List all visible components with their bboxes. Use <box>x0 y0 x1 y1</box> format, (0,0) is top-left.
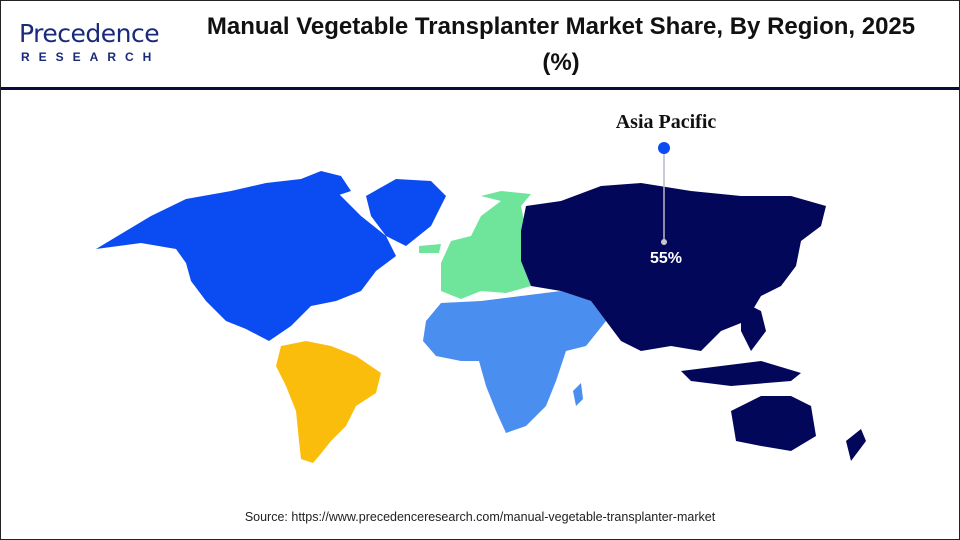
region-north-america <box>96 171 446 341</box>
page-title: Manual Vegetable Transplanter Market Sha… <box>206 13 916 76</box>
world-map <box>96 142 866 463</box>
header: Precedence RESEARCH Manual Vegetable Tra… <box>1 1 959 90</box>
callout-marker <box>658 142 670 154</box>
region-europe <box>419 191 531 299</box>
region-asia-pacific <box>521 183 866 461</box>
region-middle-east-africa <box>423 291 606 433</box>
callout-anchor <box>661 239 667 245</box>
region-value-asia-pacific: 55% <box>649 250 683 267</box>
region-label-asia-pacific: Asia Pacific <box>615 111 717 133</box>
region-latin-america <box>276 341 381 463</box>
logo-subtext: RESEARCH <box>21 50 161 64</box>
logo: Precedence RESEARCH <box>15 19 165 69</box>
source-note: Source: https://www.precedenceresearch.c… <box>244 510 716 524</box>
logo-text: Precedence <box>19 19 160 48</box>
